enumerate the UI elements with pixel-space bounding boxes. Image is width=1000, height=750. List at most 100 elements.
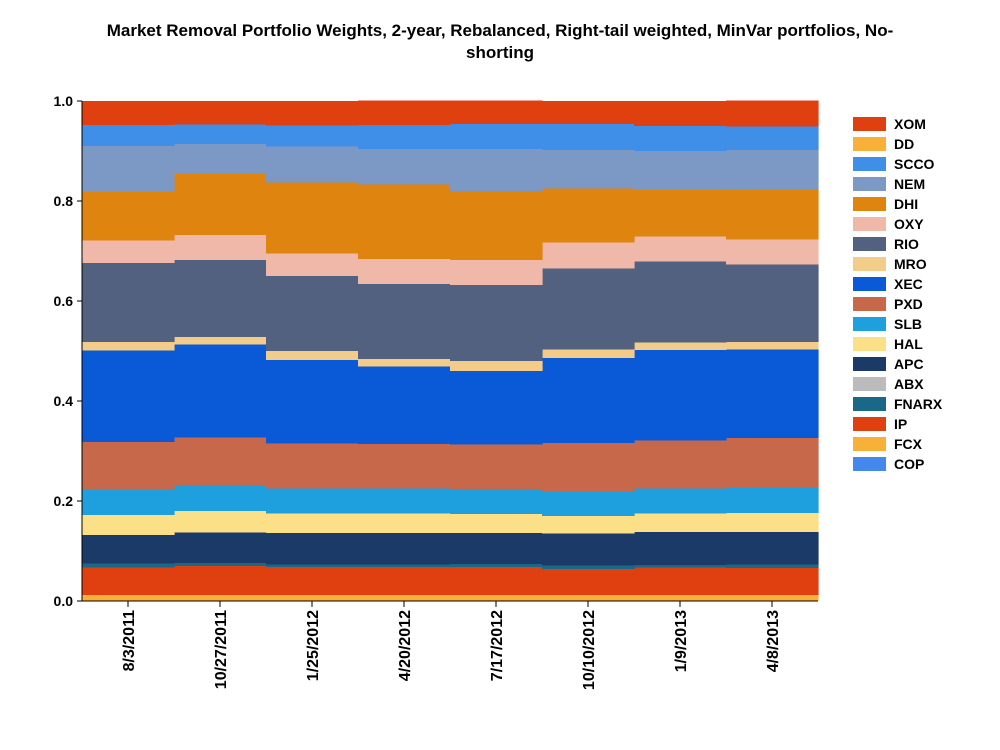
- segment-fcx-2: [266, 595, 359, 601]
- legend-swatch-slb: [853, 317, 886, 331]
- segment-rio-5: [542, 268, 635, 350]
- segment-fnarx-7: [726, 564, 819, 568]
- legend-label-xom: XOM: [894, 116, 926, 132]
- segment-hal-7: [726, 513, 819, 532]
- legend-label-mro: MRO: [894, 256, 927, 272]
- segment-xom-5: [542, 101, 635, 124]
- segment-xom-1: [174, 101, 267, 125]
- segment-xec-5: [542, 358, 635, 443]
- segment-rio-4: [450, 285, 543, 361]
- segment-oxy-0: [82, 240, 175, 263]
- segment-apc-1: [174, 532, 267, 563]
- legend-label-ip: IP: [894, 416, 907, 432]
- segment-rio-6: [634, 261, 727, 343]
- segment-pxd-4: [450, 444, 543, 489]
- segment-dhi-7: [726, 189, 819, 240]
- segment-xec-4: [450, 371, 543, 445]
- segment-slb-3: [358, 488, 451, 514]
- segment-fcx-4: [450, 595, 543, 601]
- segment-dhi-5: [542, 188, 635, 243]
- y-tick-label: 0.0: [54, 593, 74, 609]
- segment-dhi-6: [634, 190, 727, 237]
- x-tick-label: 7/17/2012: [489, 610, 506, 681]
- legend-swatch-cop: [853, 457, 886, 471]
- segment-xom-4: [450, 100, 543, 124]
- segment-hal-2: [266, 513, 359, 533]
- segment-ip-0: [82, 567, 175, 595]
- y-tick-label: 0.2: [54, 493, 74, 509]
- legend-label-oxy: OXY: [894, 216, 924, 232]
- legend-label-dhi: DHI: [894, 196, 918, 212]
- legend-swatch-scco: [853, 157, 886, 171]
- segment-dhi-3: [358, 184, 451, 259]
- segment-rio-0: [82, 263, 175, 342]
- segment-dhi-4: [450, 191, 543, 260]
- legend-label-hal: HAL: [894, 336, 923, 352]
- segment-mro-7: [726, 342, 819, 350]
- segment-ip-2: [266, 567, 359, 595]
- y-tick-label: 1.0: [54, 93, 74, 109]
- segment-apc-5: [542, 533, 635, 566]
- legend-label-abx: ABX: [894, 376, 924, 392]
- y-tick-label: 0.8: [54, 193, 74, 209]
- segment-scco-6: [634, 126, 727, 151]
- segment-mro-3: [358, 359, 451, 367]
- legend-label-rio: RIO: [894, 236, 919, 252]
- legend-swatch-nem: [853, 177, 886, 191]
- segment-oxy-1: [174, 235, 267, 260]
- legend-swatch-xom: [853, 117, 886, 131]
- segment-mro-1: [174, 337, 267, 345]
- segment-pxd-6: [634, 440, 727, 489]
- legend-swatch-oxy: [853, 217, 886, 231]
- legend-swatch-rio: [853, 237, 886, 251]
- segment-fcx-3: [358, 595, 451, 601]
- segment-scco-5: [542, 124, 635, 150]
- chart-title-line-1: Market Removal Portfolio Weights, 2-year…: [106, 21, 894, 40]
- legend-swatch-fcx: [853, 437, 886, 451]
- segment-slb-5: [542, 491, 635, 516]
- segment-mro-2: [266, 351, 359, 360]
- segment-scco-2: [266, 125, 359, 147]
- legend-swatch-abx: [853, 377, 886, 391]
- segment-nem-6: [634, 151, 727, 190]
- legend-swatch-mro: [853, 257, 886, 271]
- legend-swatch-fnarx: [853, 397, 886, 411]
- legend-swatch-hal: [853, 337, 886, 351]
- segment-oxy-4: [450, 260, 543, 285]
- segment-pxd-3: [358, 444, 451, 489]
- segment-pxd-2: [266, 443, 359, 489]
- x-tick-label: 10/27/2011: [213, 610, 230, 689]
- segment-hal-4: [450, 514, 543, 533]
- segment-xec-0: [82, 350, 175, 442]
- segment-rio-3: [358, 284, 451, 359]
- segment-hal-6: [634, 513, 727, 532]
- y-tick-label: 0.4: [54, 393, 74, 409]
- chart-title: Market Removal Portfolio Weights, 2-year…: [0, 20, 1000, 64]
- segment-ip-4: [450, 567, 543, 595]
- legend-label-fnarx: FNARX: [894, 396, 943, 412]
- y-tick-label: 0.6: [54, 293, 74, 309]
- segment-ip-6: [634, 567, 727, 595]
- legend-label-apc: APC: [894, 356, 924, 372]
- segment-scco-3: [358, 125, 451, 149]
- segment-nem-2: [266, 146, 359, 183]
- segment-dhi-0: [82, 192, 175, 241]
- legend-label-nem: NEM: [894, 176, 925, 192]
- segment-oxy-2: [266, 253, 359, 276]
- segment-fcx-1: [174, 595, 267, 601]
- legend-swatch-ip: [853, 417, 886, 431]
- segment-hal-3: [358, 513, 451, 533]
- x-tick-label: 1/9/2013: [673, 610, 690, 672]
- x-tick-label: 8/3/2011: [121, 610, 138, 672]
- segment-slb-4: [450, 489, 543, 514]
- segment-xec-2: [266, 360, 359, 444]
- axis-layer: 0.0 0.2 0.4 0.6 0.8 1.0 8/3/2011 10/27/2011 1/25…: [54, 93, 818, 690]
- segment-nem-4: [450, 149, 543, 191]
- segment-apc-6: [634, 532, 727, 565]
- segment-apc-0: [82, 535, 175, 564]
- segment-apc-4: [450, 533, 543, 564]
- segment-rio-1: [174, 260, 267, 337]
- segment-mro-0: [82, 342, 175, 351]
- segment-apc-3: [358, 533, 451, 565]
